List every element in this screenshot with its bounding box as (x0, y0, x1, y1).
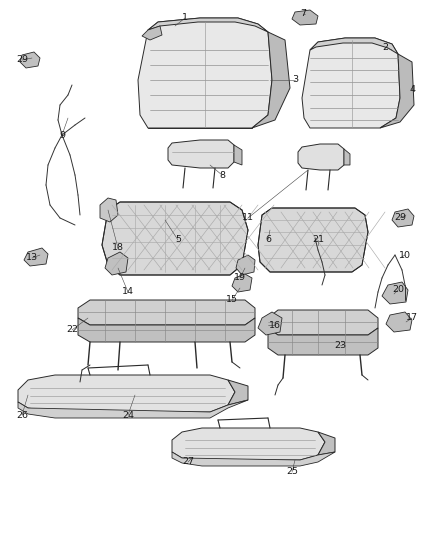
Polygon shape (138, 18, 272, 128)
Polygon shape (168, 140, 234, 168)
Text: 2: 2 (382, 43, 388, 52)
Polygon shape (236, 255, 255, 275)
Text: 29: 29 (16, 55, 28, 64)
Polygon shape (258, 208, 368, 272)
Polygon shape (310, 38, 398, 54)
Text: 18: 18 (112, 244, 124, 253)
Polygon shape (386, 312, 412, 332)
Text: 24: 24 (122, 410, 134, 419)
Polygon shape (18, 400, 248, 418)
Polygon shape (20, 52, 40, 68)
Text: 16: 16 (269, 320, 281, 329)
Polygon shape (100, 198, 118, 222)
Text: 6: 6 (265, 236, 271, 245)
Polygon shape (78, 300, 255, 325)
Polygon shape (382, 282, 408, 304)
Polygon shape (258, 312, 282, 335)
Polygon shape (102, 202, 248, 275)
Polygon shape (172, 428, 325, 460)
Polygon shape (392, 209, 414, 227)
Text: 26: 26 (16, 410, 28, 419)
Text: 17: 17 (406, 313, 418, 322)
Polygon shape (18, 375, 235, 412)
Polygon shape (268, 328, 378, 355)
Polygon shape (292, 10, 318, 25)
Text: 20: 20 (392, 286, 404, 295)
Text: 11: 11 (242, 214, 254, 222)
Polygon shape (344, 149, 350, 165)
Polygon shape (380, 54, 414, 128)
Text: 29: 29 (394, 214, 406, 222)
Polygon shape (252, 32, 290, 128)
Polygon shape (298, 144, 344, 170)
Polygon shape (24, 248, 48, 266)
Text: 1: 1 (182, 13, 188, 22)
Text: 5: 5 (175, 236, 181, 245)
Text: 9: 9 (59, 131, 65, 140)
Text: 27: 27 (182, 457, 194, 466)
Polygon shape (148, 18, 268, 32)
Text: 22: 22 (66, 326, 78, 335)
Polygon shape (142, 26, 162, 40)
Polygon shape (172, 452, 335, 466)
Text: 14: 14 (122, 287, 134, 296)
Text: 10: 10 (399, 251, 411, 260)
Polygon shape (302, 38, 400, 128)
Polygon shape (228, 380, 248, 405)
Text: 8: 8 (219, 171, 225, 180)
Polygon shape (78, 318, 255, 342)
Text: 7: 7 (300, 10, 306, 19)
Polygon shape (318, 432, 335, 455)
Text: 15: 15 (226, 295, 238, 304)
Polygon shape (105, 252, 128, 275)
Text: 25: 25 (286, 467, 298, 477)
Text: 3: 3 (292, 76, 298, 85)
Text: 19: 19 (234, 273, 246, 282)
Text: 13: 13 (26, 254, 38, 262)
Polygon shape (232, 274, 252, 292)
Text: 21: 21 (312, 236, 324, 245)
Polygon shape (268, 310, 378, 335)
Text: 23: 23 (334, 341, 346, 350)
Text: 4: 4 (409, 85, 415, 94)
Polygon shape (234, 145, 242, 165)
